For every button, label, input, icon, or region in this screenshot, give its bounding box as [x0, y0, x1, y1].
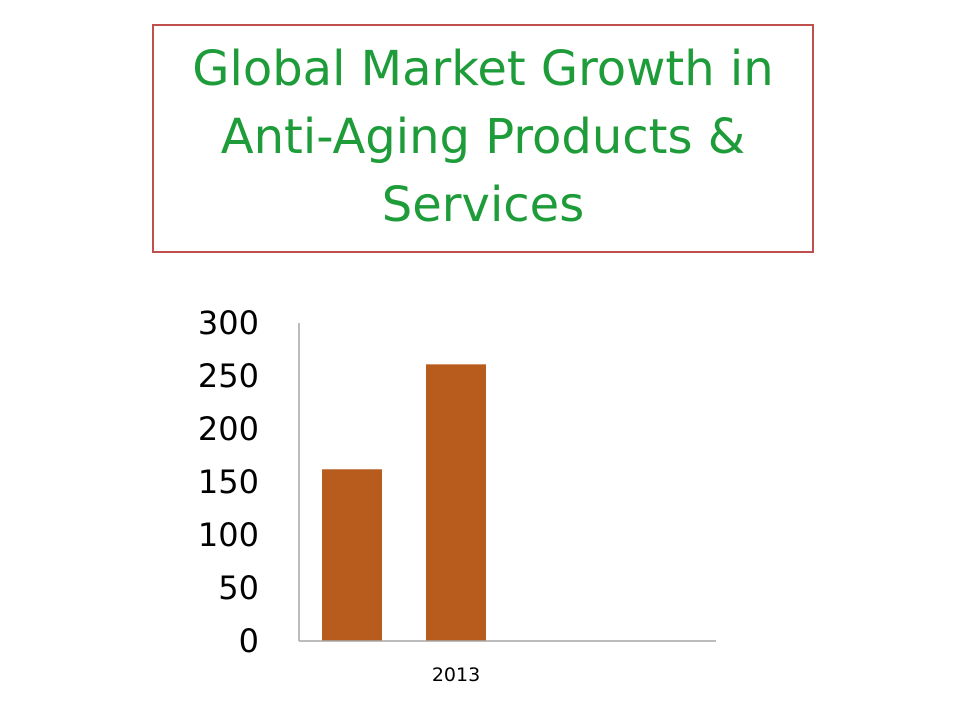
- y-tick-label: 0: [239, 622, 259, 660]
- bar-2: [426, 364, 486, 641]
- x-tick-label: 2013: [432, 664, 480, 686]
- bar-1: [322, 469, 382, 641]
- y-tick-labels: 0 50 100 150 200 250 300: [198, 304, 259, 660]
- bars-group: [322, 364, 486, 641]
- y-tick-label: 150: [198, 463, 259, 501]
- y-tick-label: 50: [218, 569, 259, 607]
- y-tick-label: 200: [198, 410, 259, 448]
- y-tick-label: 100: [198, 516, 259, 554]
- chart-title: Global Market Growth in Anti-Aging Produ…: [192, 40, 774, 233]
- title-box: Global Market Growth in Anti-Aging Produ…: [152, 24, 814, 253]
- y-tick-label: 300: [198, 304, 259, 342]
- y-tick-label: 250: [198, 357, 259, 395]
